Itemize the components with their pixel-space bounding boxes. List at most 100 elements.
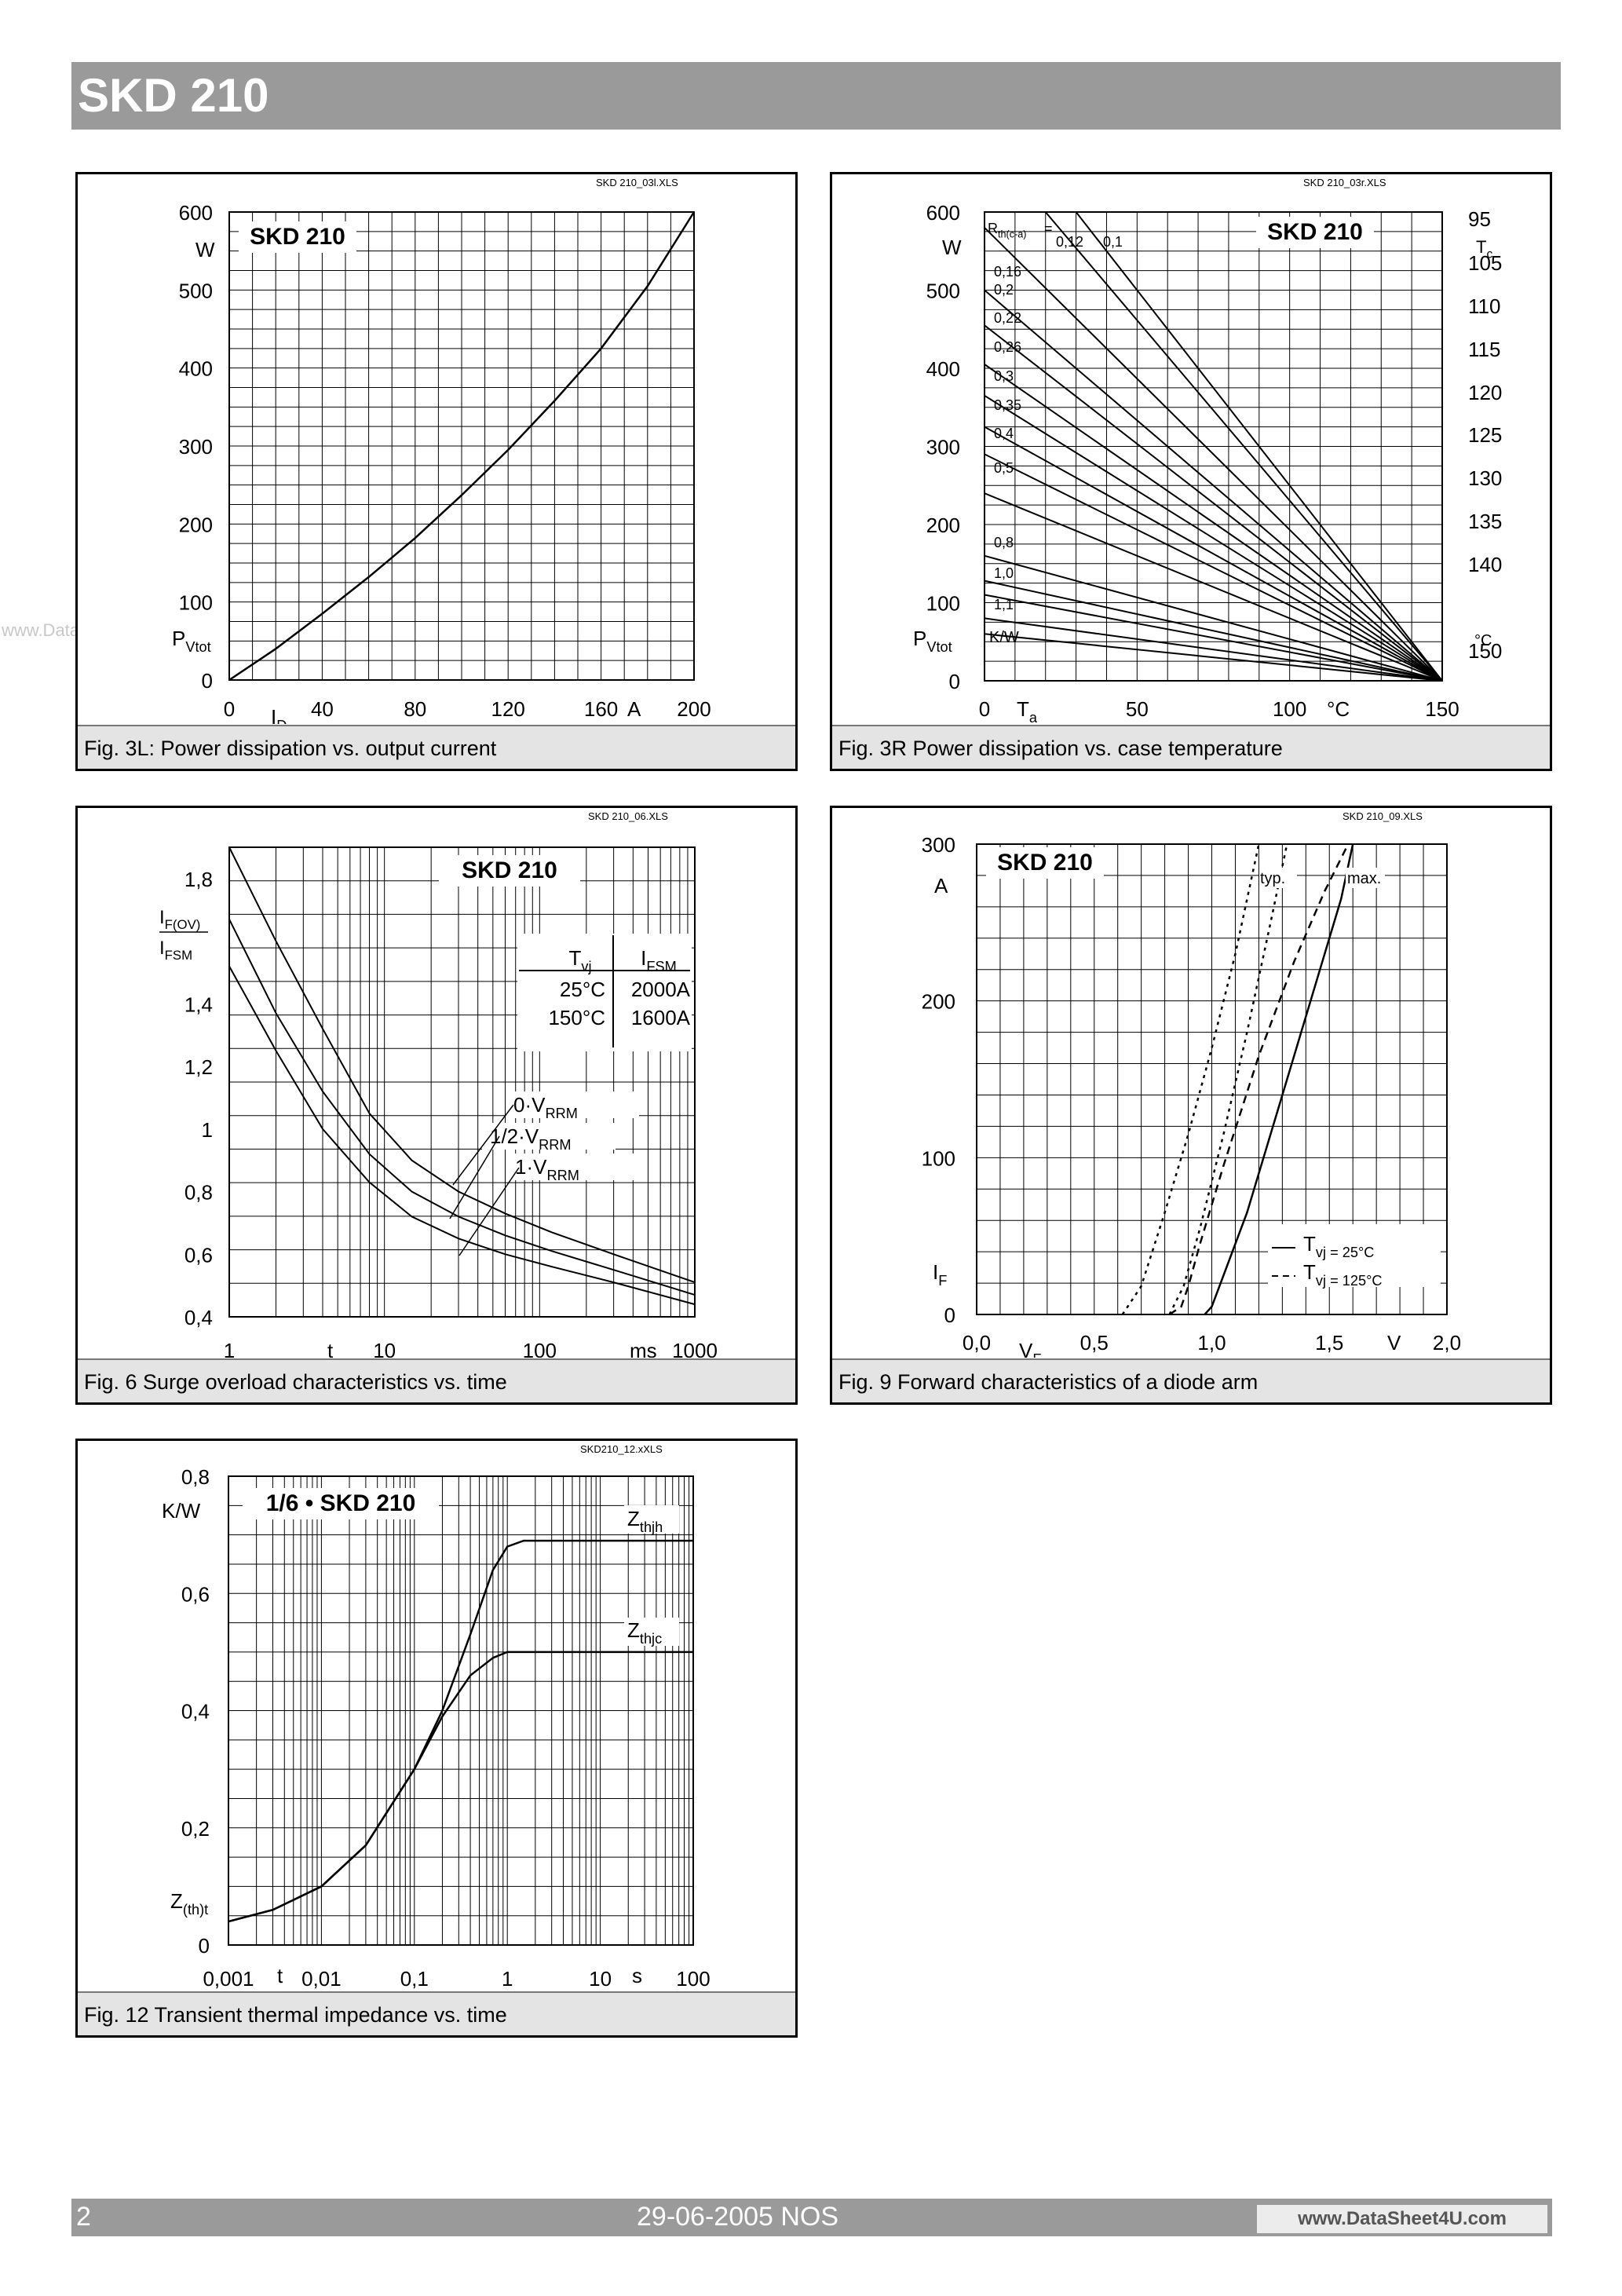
series-label: 0,5 bbox=[994, 460, 1014, 476]
label-bg bbox=[507, 1153, 641, 1180]
y-tick-label: 0 bbox=[199, 1934, 210, 1958]
table-cell: 1600A bbox=[631, 1006, 691, 1029]
y-tick-label: 0,8 bbox=[181, 1465, 210, 1489]
series-line bbox=[984, 426, 1443, 682]
series-line bbox=[984, 227, 1443, 682]
y-tick-label: 100 bbox=[179, 591, 213, 615]
legend-unit: K/W bbox=[989, 629, 1019, 646]
series-line bbox=[1204, 843, 1354, 1315]
label-bg bbox=[624, 1505, 679, 1534]
footer-site-link[interactable]: www.DataSheet4U.com bbox=[1257, 2205, 1547, 2233]
y2-unit: °C bbox=[1474, 632, 1492, 649]
y2-tick-label: 95 bbox=[1468, 207, 1491, 231]
y-tick-label: 300 bbox=[179, 435, 213, 459]
y-tick-label: 1 bbox=[202, 1118, 213, 1142]
x-tick-label: 0,01 bbox=[301, 1967, 342, 1991]
x-tick-label: 100 bbox=[1273, 697, 1306, 721]
figure-caption: Fig. 3R Power dissipation vs. case tempe… bbox=[832, 725, 1550, 769]
x-tick-label: 100 bbox=[676, 1967, 710, 1991]
chart-label-bg bbox=[243, 1488, 439, 1519]
chart-title: SKD 210 bbox=[1267, 219, 1363, 245]
plot-frame bbox=[228, 211, 695, 681]
chart-label-bg bbox=[986, 847, 1104, 879]
y2-axis-label: Tc bbox=[1476, 237, 1492, 261]
y-tick-label: 0,8 bbox=[184, 1181, 213, 1205]
series-line bbox=[984, 554, 1443, 682]
x-tick-label: 50 bbox=[1126, 697, 1149, 721]
file-label: SKD 210_03l.XLS bbox=[596, 177, 678, 188]
chart-label-bg bbox=[239, 221, 356, 253]
series-line bbox=[984, 492, 1443, 682]
y-tick-label: 0 bbox=[202, 669, 213, 693]
file-label: SKD 210_06.XLS bbox=[588, 810, 668, 822]
y2-tick-label: 105 bbox=[1468, 251, 1502, 275]
series-line bbox=[984, 579, 1443, 682]
y-axis-label: IF(OV) bbox=[159, 907, 200, 932]
x-tick-label: 40 bbox=[311, 697, 334, 721]
series-label: 0,16 bbox=[994, 264, 1021, 280]
x-axis-label: Ta bbox=[1017, 697, 1038, 724]
y-tick-label: 0 bbox=[944, 1303, 955, 1327]
y2-tick-label: 115 bbox=[1468, 338, 1500, 361]
file-label: SKD210_12.xXLS bbox=[580, 1443, 663, 1455]
table-cell: 25°C bbox=[560, 978, 605, 1001]
y-tick-label: 0,2 bbox=[181, 1817, 210, 1841]
y-tick-label: 1,4 bbox=[184, 993, 213, 1016]
y-tick-label: 500 bbox=[926, 280, 960, 303]
plot-frame bbox=[228, 846, 696, 1318]
x-tick-label: 1,5 bbox=[1315, 1331, 1343, 1355]
series-line bbox=[984, 617, 1443, 682]
series-line bbox=[1075, 211, 1443, 682]
y2-tick-label: 135 bbox=[1468, 510, 1502, 533]
x-tick-label: 1 bbox=[224, 1339, 235, 1358]
y-axis-label: IFSM bbox=[159, 938, 192, 963]
y-tick-label: 0,4 bbox=[181, 1700, 210, 1724]
x-unit: °C bbox=[1327, 697, 1350, 721]
x-tick-label: 160 bbox=[584, 697, 618, 721]
series-line bbox=[984, 324, 1443, 682]
series-label: Zthjh bbox=[627, 1507, 663, 1535]
leader-line bbox=[452, 1104, 514, 1186]
series-line bbox=[984, 594, 1443, 682]
y2-tick-label: 110 bbox=[1468, 294, 1500, 318]
x-tick-label: 120 bbox=[491, 697, 525, 721]
y-unit: A bbox=[934, 874, 948, 898]
series-label: 0·VRRM bbox=[513, 1093, 578, 1121]
x-axis-label: t bbox=[327, 1339, 334, 1358]
page-title: SKD 210 bbox=[78, 69, 269, 122]
label-bg bbox=[506, 1091, 639, 1118]
y-unit: W bbox=[195, 238, 215, 261]
x-unit: A bbox=[627, 697, 641, 721]
plot-frame bbox=[976, 843, 1448, 1315]
chart-label-bg bbox=[439, 855, 580, 887]
table-cell: 150°C bbox=[548, 1006, 605, 1029]
series-line bbox=[984, 289, 1443, 682]
chart-title: 1/6 • SKD 210 bbox=[266, 1490, 416, 1516]
y-tick-label: 200 bbox=[926, 514, 960, 537]
y-tick-label: 1,2 bbox=[184, 1055, 213, 1079]
y2-tick-label: 150 bbox=[1468, 639, 1502, 663]
plot-frame bbox=[984, 211, 1443, 682]
y-tick-label: 400 bbox=[926, 357, 960, 381]
annotation: max. bbox=[1347, 870, 1381, 887]
y2-tick-label: 140 bbox=[1468, 553, 1502, 576]
series-label: 0,2 bbox=[994, 282, 1014, 298]
series-label: 1·VRRM bbox=[515, 1155, 579, 1183]
figure-panel-9: SKD 210_09.XLS SKD 210 typ. max. Tvj = 25°C… bbox=[830, 806, 1552, 1405]
label-bg bbox=[1259, 868, 1297, 888]
figure-panel-6: SKD 210_06.XLS SKD 210 Tvj IFSM 25°C 2000A 15… bbox=[75, 806, 798, 1405]
table-cell: 2000A bbox=[631, 978, 691, 1001]
y-tick-label: 400 bbox=[179, 357, 213, 381]
table-bg bbox=[517, 934, 692, 1051]
series-label: 0,1 bbox=[1103, 234, 1123, 250]
y-tick-label: 600 bbox=[926, 201, 960, 225]
x-axis-label: ID bbox=[271, 705, 287, 724]
chart-fig6: SKD 210_06.XLS SKD 210 Tvj IFSM 25°C 2000A 15… bbox=[159, 810, 718, 1358]
x-tick-label: 0,0 bbox=[963, 1331, 991, 1355]
x-axis-label: t bbox=[277, 1964, 283, 1987]
figure-panel-3l: SKD 210_03l.XLS SKD 210 0 100 200 300 400 500 6… bbox=[75, 172, 798, 771]
legend-entry: Tvj = 25°C bbox=[1303, 1232, 1374, 1260]
x-unit: V bbox=[1387, 1331, 1401, 1355]
x-tick-label: 200 bbox=[677, 697, 711, 721]
x-tick-label: 100 bbox=[523, 1339, 557, 1358]
